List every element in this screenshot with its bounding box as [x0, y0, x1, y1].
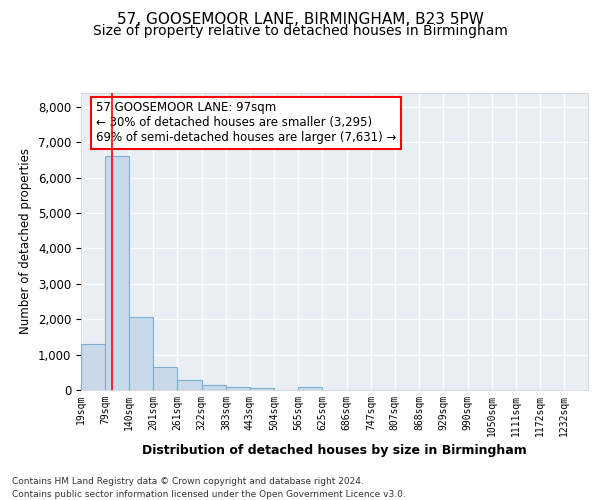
Bar: [202, 385, 226, 390]
Y-axis label: Number of detached properties: Number of detached properties: [19, 148, 32, 334]
Text: 57, GOOSEMOOR LANE, BIRMINGHAM, B23 5PW: 57, GOOSEMOOR LANE, BIRMINGHAM, B23 5PW: [116, 12, 484, 28]
Bar: [298, 388, 322, 390]
Text: Size of property relative to detached houses in Birmingham: Size of property relative to detached ho…: [92, 24, 508, 38]
Bar: [129, 318, 154, 390]
Bar: [250, 388, 274, 390]
Bar: [105, 156, 129, 390]
Bar: [178, 380, 202, 390]
X-axis label: Distribution of detached houses by size in Birmingham: Distribution of detached houses by size …: [142, 444, 527, 458]
Bar: [81, 344, 105, 390]
Text: Contains HM Land Registry data © Crown copyright and database right 2024.: Contains HM Land Registry data © Crown c…: [12, 478, 364, 486]
Text: 57 GOOSEMOOR LANE: 97sqm
← 30% of detached houses are smaller (3,295)
69% of sem: 57 GOOSEMOOR LANE: 97sqm ← 30% of detach…: [96, 102, 397, 144]
Bar: [154, 367, 178, 390]
Text: Contains public sector information licensed under the Open Government Licence v3: Contains public sector information licen…: [12, 490, 406, 499]
Bar: [226, 387, 250, 390]
